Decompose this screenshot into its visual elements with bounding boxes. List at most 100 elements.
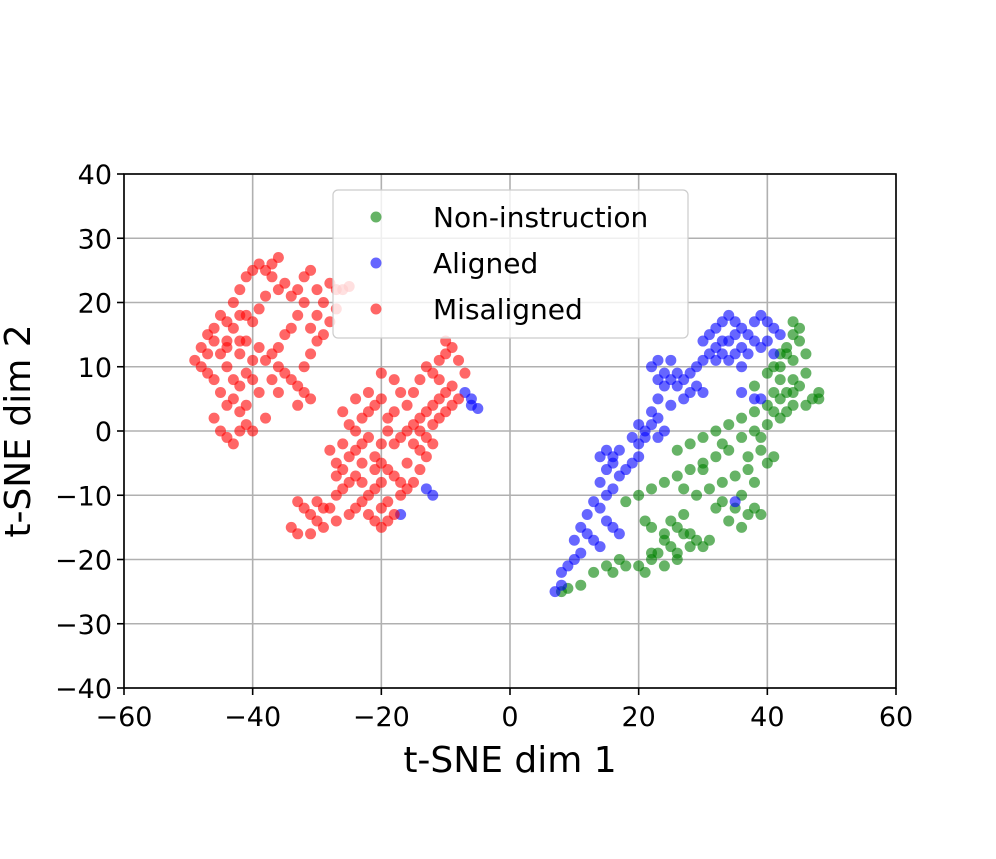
aligned-point — [588, 496, 600, 508]
aligned-point — [710, 354, 722, 366]
aligned-point — [755, 341, 767, 353]
x-tick-label: 40 — [750, 702, 784, 733]
misaligned-point — [317, 502, 329, 514]
non-instruction-point — [742, 451, 754, 463]
misaligned-point — [292, 284, 304, 296]
misaligned-point — [298, 297, 310, 308]
misaligned-point — [253, 386, 265, 398]
non-instruction-point — [671, 444, 683, 456]
aligned-point — [626, 431, 638, 443]
misaligned-point — [395, 386, 407, 398]
misaligned-point — [388, 406, 400, 418]
misaligned-point — [234, 284, 246, 296]
non-instruction-point — [588, 566, 600, 578]
misaligned-point — [317, 297, 329, 308]
aligned-point — [755, 393, 767, 405]
y-tick-label: 30 — [78, 224, 112, 255]
misaligned-point — [208, 412, 220, 424]
non-instruction-point — [781, 386, 793, 398]
non-instruction-point — [742, 464, 754, 476]
misaligned-point — [240, 309, 252, 321]
non-instruction-point — [723, 419, 735, 431]
non-instruction-point — [697, 431, 709, 443]
non-instruction-point — [794, 380, 805, 392]
misaligned-point — [343, 509, 355, 521]
misaligned-point — [247, 354, 259, 366]
non-instruction-point — [658, 528, 670, 540]
non-instruction-point — [768, 386, 780, 398]
non-instruction-point — [748, 406, 760, 418]
y-tick-label: −30 — [55, 610, 112, 641]
non-instruction-point — [755, 431, 767, 443]
non-instruction-point — [716, 476, 728, 488]
aligned-point — [607, 457, 619, 469]
aligned-point — [465, 399, 477, 411]
misaligned-point — [408, 476, 419, 488]
misaligned-point — [395, 476, 407, 488]
non-instruction-point — [671, 470, 683, 482]
aligned-point — [697, 386, 709, 398]
misaligned-point — [375, 438, 387, 450]
misaligned-point — [221, 361, 233, 373]
aligned-point — [646, 406, 658, 418]
aligned-point — [658, 425, 670, 437]
aligned-point — [594, 541, 606, 553]
y-tick-label: 40 — [78, 160, 112, 191]
misaligned-point — [369, 464, 381, 476]
misaligned-point — [221, 335, 233, 347]
non-instruction-point — [768, 361, 780, 373]
aligned-point — [613, 528, 625, 540]
misaligned-point — [305, 348, 317, 360]
aligned-point — [742, 348, 754, 360]
misaligned-point — [343, 419, 355, 431]
non-instruction-point — [755, 509, 767, 521]
non-instruction-point — [684, 528, 696, 540]
misaligned-point — [305, 393, 317, 405]
non-instruction-point — [620, 496, 632, 508]
non-instruction-point — [575, 579, 587, 591]
misaligned-point — [350, 393, 362, 405]
misaligned-point — [453, 354, 465, 366]
misaligned-point — [330, 470, 342, 482]
misaligned-point — [414, 444, 426, 456]
misaligned-point — [401, 399, 413, 411]
misaligned-point — [272, 386, 284, 398]
misaligned-point — [234, 335, 246, 347]
aligned-point — [613, 444, 625, 456]
non-instruction-point — [800, 348, 812, 360]
non-instruction-point — [646, 547, 658, 559]
misaligned-point — [208, 335, 220, 347]
misaligned-point — [266, 374, 278, 386]
misaligned-point — [253, 341, 265, 353]
misaligned-point — [311, 309, 323, 321]
misaligned-point — [356, 457, 368, 469]
non-instruction-point — [800, 399, 812, 411]
misaligned-point — [330, 515, 342, 527]
non-instruction-point — [761, 419, 773, 431]
legend-marker — [370, 303, 382, 315]
misaligned-point — [362, 431, 374, 443]
aligned-point — [568, 534, 580, 546]
misaligned-point — [427, 419, 439, 431]
misaligned-point — [208, 322, 220, 334]
non-instruction-point — [665, 515, 677, 527]
misaligned-point — [285, 521, 297, 533]
y-tick-label: −40 — [55, 674, 112, 705]
misaligned-point — [375, 393, 387, 405]
aligned-point — [697, 335, 709, 347]
non-instruction-point — [768, 451, 780, 463]
misaligned-point — [279, 277, 291, 289]
aligned-point — [768, 348, 780, 360]
misaligned-point — [279, 329, 291, 341]
non-instruction-point — [729, 470, 741, 482]
non-instruction-point — [774, 374, 786, 386]
misaligned-point — [298, 271, 310, 283]
non-instruction-point — [710, 451, 722, 463]
misaligned-point — [260, 412, 272, 424]
y-tick-label: 10 — [78, 353, 112, 384]
aligned-point — [665, 354, 677, 366]
misaligned-point — [305, 528, 317, 540]
aligned-point — [427, 489, 439, 501]
x-tick-label: −20 — [353, 702, 410, 733]
